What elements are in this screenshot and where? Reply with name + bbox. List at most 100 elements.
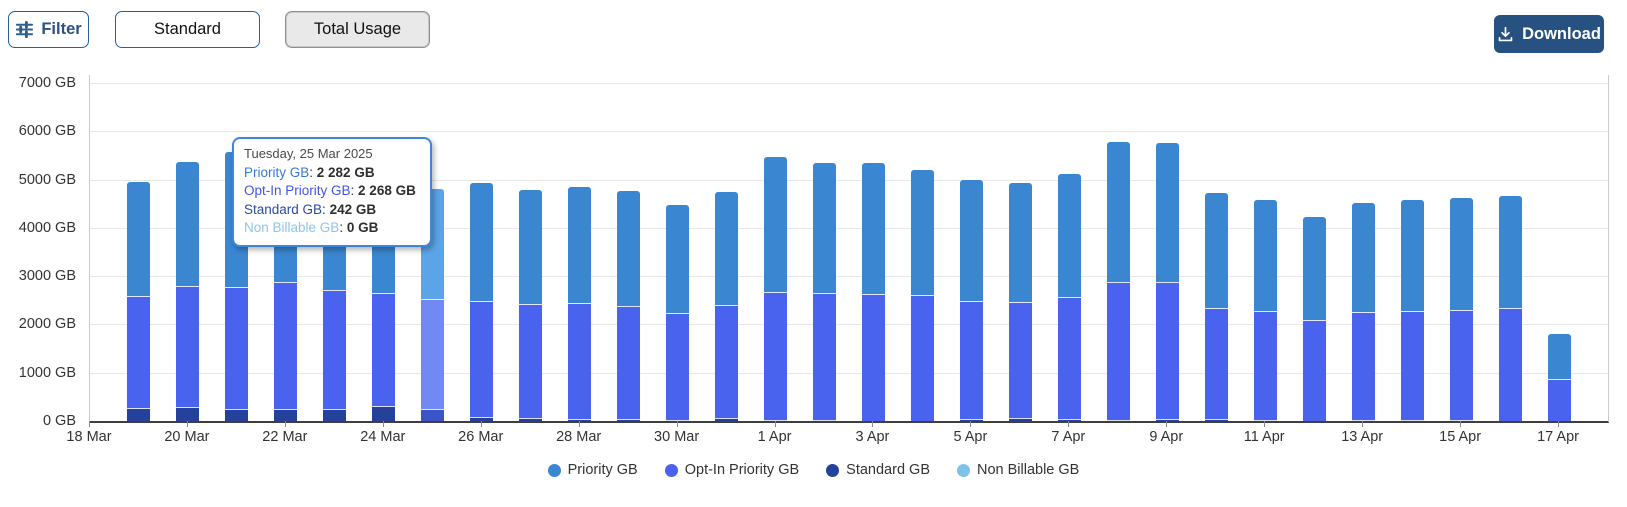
- bar[interactable]: [666, 205, 690, 421]
- bar-segment-priority-gb[interactable]: [1498, 196, 1522, 308]
- bar-segment-priority-gb[interactable]: [910, 170, 934, 295]
- bar-segment-priority-gb[interactable]: [1204, 193, 1228, 308]
- bar-segment-opt-in-priority-gb[interactable]: [959, 301, 983, 419]
- bar-segment-standard-gb[interactable]: [715, 418, 739, 421]
- bar-segment-priority-gb[interactable]: [861, 163, 885, 294]
- bar-segment-priority-gb[interactable]: [617, 191, 641, 306]
- bar-segment-standard-gb[interactable]: [764, 420, 788, 421]
- bar[interactable]: [1008, 183, 1032, 421]
- bar[interactable]: [1106, 142, 1130, 421]
- bar-segment-opt-in-priority-gb[interactable]: [813, 293, 837, 420]
- bar[interactable]: [861, 163, 885, 421]
- bar-segment-opt-in-priority-gb[interactable]: [421, 299, 445, 409]
- bar-segment-priority-gb[interactable]: [1155, 143, 1179, 282]
- bar-segment-priority-gb[interactable]: [1547, 334, 1571, 379]
- bar-segment-standard-gb[interactable]: [1351, 420, 1375, 421]
- bar-segment-priority-gb[interactable]: [1253, 200, 1277, 311]
- bar-segment-opt-in-priority-gb[interactable]: [1498, 308, 1522, 421]
- bar-segment-standard-gb[interactable]: [323, 409, 347, 421]
- bar-segment-opt-in-priority-gb[interactable]: [176, 286, 200, 407]
- bar-segment-opt-in-priority-gb[interactable]: [764, 292, 788, 420]
- bar-segment-priority-gb[interactable]: [127, 182, 151, 296]
- bar-segment-standard-gb[interactable]: [1253, 420, 1277, 421]
- bar-segment-opt-in-priority-gb[interactable]: [715, 305, 739, 418]
- bar[interactable]: [764, 157, 788, 421]
- filter-button[interactable]: Filter: [8, 11, 89, 48]
- bar-segment-opt-in-priority-gb[interactable]: [1400, 311, 1424, 420]
- legend-item-priority-gb[interactable]: Priority GB: [547, 462, 638, 478]
- bar-segment-standard-gb[interactable]: [519, 418, 543, 421]
- bar[interactable]: [1057, 174, 1081, 421]
- bar-segment-standard-gb[interactable]: [666, 420, 690, 421]
- bar-segment-standard-gb[interactable]: [421, 409, 445, 421]
- bar-segment-standard-gb[interactable]: [959, 419, 983, 421]
- bar-segment-priority-gb[interactable]: [1400, 200, 1424, 311]
- bar[interactable]: [1253, 200, 1277, 421]
- bar-segment-priority-gb[interactable]: [1351, 203, 1375, 312]
- bar-segment-priority-gb[interactable]: [764, 157, 788, 292]
- bar-segment-opt-in-priority-gb[interactable]: [910, 295, 934, 421]
- bar-segment-priority-gb[interactable]: [1449, 198, 1473, 310]
- bar-segment-standard-gb[interactable]: [470, 417, 494, 421]
- bar[interactable]: [127, 182, 151, 421]
- bar-segment-opt-in-priority-gb[interactable]: [617, 306, 641, 419]
- bar-segment-priority-gb[interactable]: [568, 187, 592, 303]
- bar-segment-opt-in-priority-gb[interactable]: [1057, 297, 1081, 419]
- bar[interactable]: [1204, 193, 1228, 421]
- bar[interactable]: [959, 180, 983, 421]
- bar-segment-opt-in-priority-gb[interactable]: [1547, 379, 1571, 421]
- bar[interactable]: [1449, 198, 1473, 421]
- bar-segment-standard-gb[interactable]: [127, 408, 151, 421]
- bar-segment-opt-in-priority-gb[interactable]: [1106, 282, 1130, 420]
- legend-item-standard-gb[interactable]: Standard GB: [826, 462, 930, 478]
- bar-segment-standard-gb[interactable]: [176, 407, 200, 421]
- bar-segment-standard-gb[interactable]: [1449, 420, 1473, 421]
- bar-segment-standard-gb[interactable]: [1155, 419, 1179, 421]
- bar-segment-standard-gb[interactable]: [568, 419, 592, 421]
- bar-segment-opt-in-priority-gb[interactable]: [470, 301, 494, 417]
- bar-segment-priority-gb[interactable]: [1057, 174, 1081, 297]
- download-button[interactable]: Download: [1494, 15, 1604, 53]
- bar[interactable]: [519, 190, 543, 421]
- bar-segment-opt-in-priority-gb[interactable]: [1449, 310, 1473, 420]
- legend-item-non-billable-gb[interactable]: Non Billable GB: [956, 462, 1079, 478]
- bar-segment-opt-in-priority-gb[interactable]: [1253, 311, 1277, 420]
- bar-segment-opt-in-priority-gb[interactable]: [225, 287, 249, 409]
- bar-segment-opt-in-priority-gb[interactable]: [519, 304, 543, 418]
- bar-segment-priority-gb[interactable]: [519, 190, 543, 304]
- bar-segment-opt-in-priority-gb[interactable]: [1155, 282, 1179, 419]
- bar-segment-standard-gb[interactable]: [813, 420, 837, 421]
- bar-segment-standard-gb[interactable]: [1400, 420, 1424, 421]
- bar-segment-opt-in-priority-gb[interactable]: [274, 282, 298, 409]
- legend-item-opt-in-priority-gb[interactable]: Opt-In Priority GB: [664, 462, 799, 478]
- bar-segment-opt-in-priority-gb[interactable]: [323, 290, 347, 409]
- bar[interactable]: [176, 162, 200, 421]
- bar[interactable]: [1302, 217, 1326, 421]
- bar-segment-priority-gb[interactable]: [1106, 142, 1130, 282]
- bar[interactable]: [715, 192, 739, 421]
- bar-segment-priority-gb[interactable]: [1008, 183, 1032, 302]
- bar[interactable]: [1400, 200, 1424, 421]
- bar[interactable]: [1547, 334, 1571, 421]
- bar-segment-priority-gb[interactable]: [470, 183, 494, 301]
- bar-segment-opt-in-priority-gb[interactable]: [1008, 302, 1032, 418]
- bar[interactable]: [617, 191, 641, 421]
- bar[interactable]: [470, 183, 494, 421]
- bar-segment-opt-in-priority-gb[interactable]: [1204, 308, 1228, 419]
- bar-segment-standard-gb[interactable]: [1106, 420, 1130, 421]
- bar-segment-opt-in-priority-gb[interactable]: [1351, 312, 1375, 420]
- bar-segment-opt-in-priority-gb[interactable]: [666, 313, 690, 420]
- bar-segment-standard-gb[interactable]: [617, 419, 641, 421]
- bar[interactable]: [1351, 203, 1375, 421]
- bar-segment-opt-in-priority-gb[interactable]: [861, 294, 885, 421]
- bar-segment-standard-gb[interactable]: [274, 409, 298, 421]
- bar-segment-standard-gb[interactable]: [1204, 419, 1228, 421]
- bar[interactable]: [910, 170, 934, 421]
- bar-segment-opt-in-priority-gb[interactable]: [372, 293, 396, 406]
- total-usage-toggle-button-active[interactable]: Total Usage: [285, 11, 430, 48]
- bar-segment-standard-gb[interactable]: [1008, 418, 1032, 421]
- bar-segment-standard-gb[interactable]: [372, 406, 396, 421]
- bar-segment-priority-gb[interactable]: [1302, 217, 1326, 320]
- standard-toggle-button[interactable]: Standard: [115, 11, 260, 48]
- bar[interactable]: [813, 163, 837, 421]
